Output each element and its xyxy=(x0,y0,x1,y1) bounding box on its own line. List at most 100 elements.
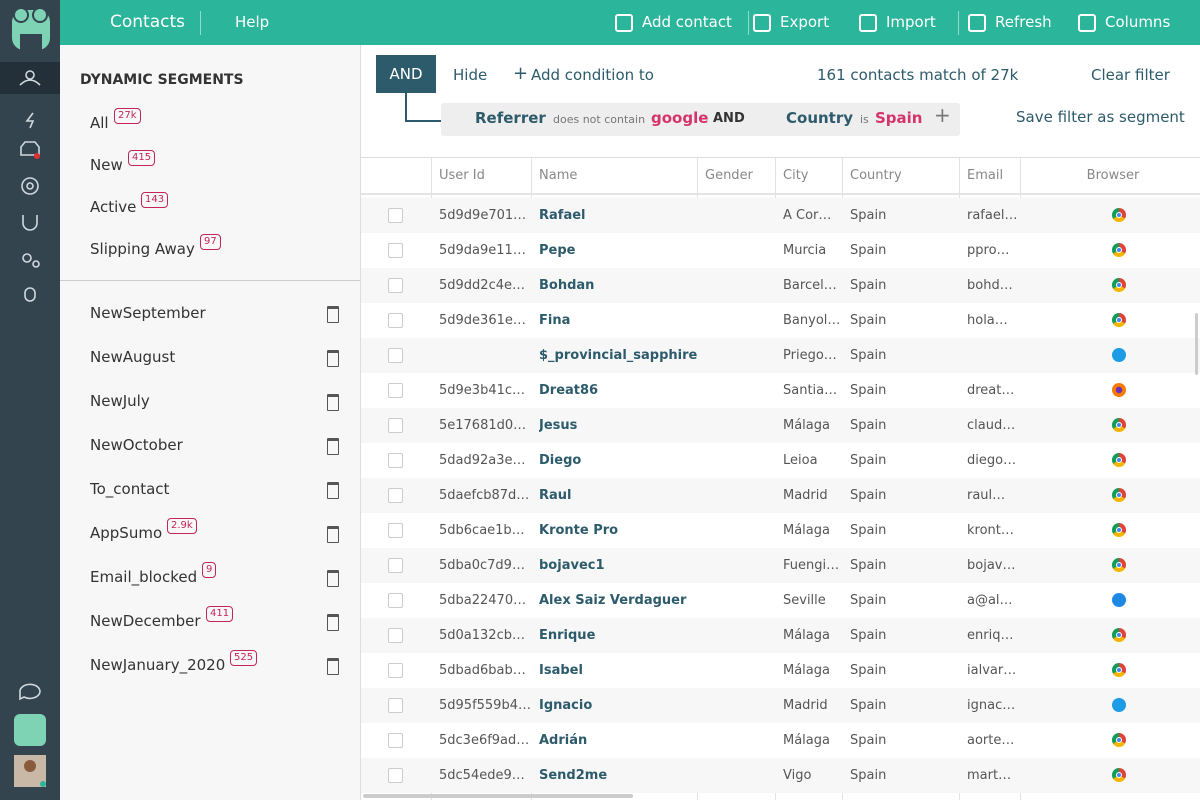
row xyxy=(361,758,1200,793)
title[interactable]: Contacts xyxy=(110,12,185,32)
cell: 5dad92a3e… xyxy=(439,453,526,468)
action[interactable]: Add contact xyxy=(642,13,732,31)
cell[interactable]: Fina xyxy=(539,313,571,328)
segment[interactable]: AppSumo xyxy=(90,524,163,542)
column-header[interactable]: User Id xyxy=(439,168,485,183)
delete[interactable] xyxy=(327,570,339,587)
checkbox[interactable] xyxy=(388,488,403,503)
checkbox[interactable] xyxy=(388,663,403,678)
checkbox[interactable] xyxy=(388,208,403,223)
action[interactable]: Columns xyxy=(1105,13,1171,31)
segment[interactable]: NewJuly xyxy=(90,392,150,410)
action[interactable]: Export xyxy=(780,13,830,31)
delete[interactable] xyxy=(327,394,339,411)
delete[interactable] xyxy=(327,438,339,455)
cell[interactable]: Ignacio xyxy=(539,698,593,713)
badge: 525 xyxy=(230,650,258,666)
column-header[interactable]: Name xyxy=(539,168,578,183)
browser-icon xyxy=(1112,488,1126,502)
operator[interactable]: AND xyxy=(376,55,436,93)
segment[interactable]: Active xyxy=(90,198,137,216)
checkbox[interactable] xyxy=(388,383,403,398)
badge: 143 xyxy=(141,192,169,208)
table-top xyxy=(361,157,1200,158)
delete[interactable] xyxy=(327,482,339,499)
cell[interactable]: Jesus xyxy=(539,418,578,433)
delete[interactable] xyxy=(327,306,339,323)
sep xyxy=(748,11,749,35)
segment[interactable]: NewSeptember xyxy=(90,304,206,322)
cell[interactable]: Send2me xyxy=(539,768,608,783)
delete[interactable] xyxy=(327,526,339,543)
action[interactable]: Import xyxy=(886,13,936,31)
column-header[interactable]: Email xyxy=(967,168,1004,183)
help[interactable]: Help xyxy=(235,13,270,31)
cell[interactable]: Diego xyxy=(539,453,582,468)
checkbox[interactable] xyxy=(388,348,403,363)
checkbox[interactable] xyxy=(388,733,403,748)
cell[interactable]: Enrique xyxy=(539,628,596,643)
checkbox[interactable] xyxy=(388,628,403,643)
joiner: AND xyxy=(713,111,745,126)
cond-op: does not contain xyxy=(553,113,646,126)
cell[interactable]: $_provincial_sapphire_do xyxy=(539,348,697,363)
segment[interactable]: NewAugust xyxy=(90,348,176,366)
row xyxy=(361,373,1200,408)
cond-field[interactable]: Referrer xyxy=(475,109,546,127)
cell: 5d9dd2c4e… xyxy=(439,278,525,293)
delete[interactable] xyxy=(327,658,339,675)
clear[interactable]: Clear filter xyxy=(1091,66,1170,84)
add-condition[interactable]: Add condition to xyxy=(531,66,654,84)
cell: bojav… xyxy=(967,558,1016,573)
cell[interactable]: Kronte Pro xyxy=(539,523,619,538)
segment[interactable]: NewDecember xyxy=(90,612,201,630)
cell: A Cor… xyxy=(783,208,832,223)
delete[interactable] xyxy=(327,614,339,631)
checkbox[interactable] xyxy=(388,698,403,713)
cond-op: is xyxy=(860,113,869,126)
cell[interactable]: Rafael xyxy=(539,208,586,223)
cell[interactable]: Alex Saiz Verdaguer xyxy=(539,593,687,608)
cell: Spain xyxy=(850,488,887,503)
match[interactable]: 161 contacts match of 27k xyxy=(817,66,1019,84)
column-header[interactable]: Country xyxy=(850,168,902,183)
column-header[interactable]: City xyxy=(783,168,809,183)
segment[interactable]: NewJanuary_2020 xyxy=(90,656,226,674)
checkbox[interactable] xyxy=(388,593,403,608)
segment[interactable]: Slipping Away xyxy=(90,240,195,258)
segment[interactable]: New xyxy=(90,156,123,174)
column-header[interactable]: Gender xyxy=(705,168,753,183)
checkbox[interactable] xyxy=(388,523,403,538)
segment[interactable]: All xyxy=(90,114,109,132)
save[interactable]: Save filter as segment xyxy=(1016,108,1185,126)
cell[interactable]: Raul xyxy=(539,488,572,503)
checkbox[interactable] xyxy=(388,243,403,258)
checkbox[interactable] xyxy=(388,418,403,433)
checkbox[interactable] xyxy=(388,768,403,783)
segment[interactable]: Email_blocked xyxy=(90,568,198,586)
cell[interactable]: Bohdan xyxy=(539,278,595,293)
checkbox[interactable] xyxy=(388,278,403,293)
cond-field[interactable]: Country xyxy=(786,109,854,127)
cell[interactable]: Pepe xyxy=(539,243,576,258)
cell: Spain xyxy=(850,418,887,433)
add[interactable]: + xyxy=(934,103,951,127)
cell[interactable]: Dreat86 xyxy=(539,383,599,398)
column-header[interactable]: Browser xyxy=(1086,168,1140,183)
segment[interactable]: NewOctober xyxy=(90,436,183,454)
cell: 5e17681d0… xyxy=(439,418,527,433)
action[interactable]: Refresh xyxy=(995,13,1052,31)
cell[interactable]: Adrián xyxy=(539,733,588,748)
checkbox[interactable] xyxy=(388,558,403,573)
segment[interactable]: To_contact xyxy=(90,480,170,498)
checkbox[interactable] xyxy=(388,453,403,468)
cell[interactable]: Isabel xyxy=(539,663,583,678)
nav-icons xyxy=(0,7,60,787)
browser-icon xyxy=(1112,628,1126,642)
hide[interactable]: Hide xyxy=(453,66,488,84)
checkbox[interactable] xyxy=(388,313,403,328)
browser-icon xyxy=(1112,278,1126,292)
cell: 5daefcb87d… xyxy=(439,488,530,503)
delete[interactable] xyxy=(327,350,339,367)
cell[interactable]: bojavec1 xyxy=(539,558,605,573)
